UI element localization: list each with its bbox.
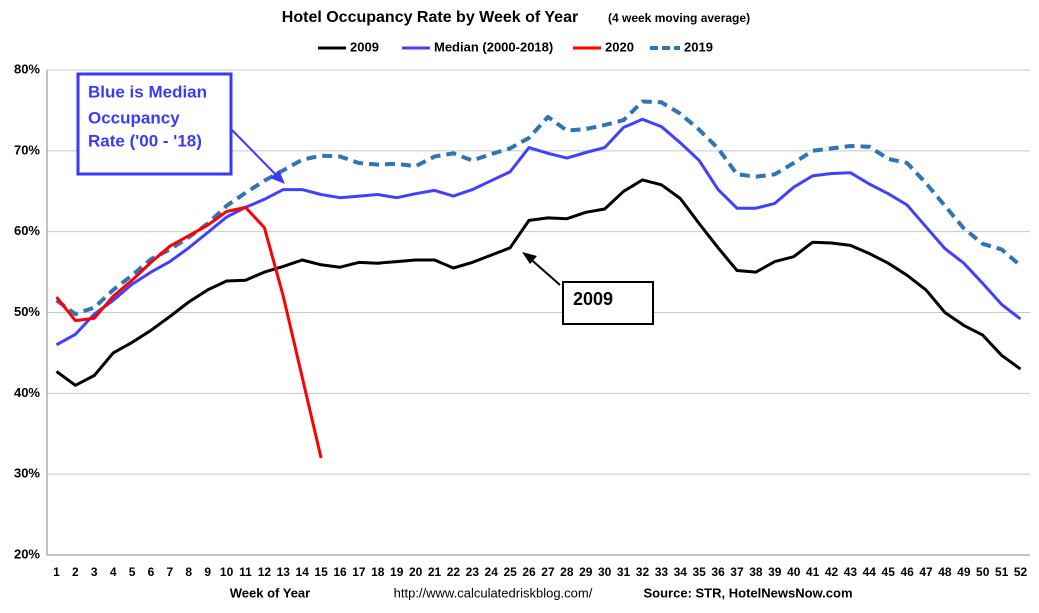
annotation-box <box>562 281 654 325</box>
y-tick-label: 70% <box>14 142 40 157</box>
x-tick-label: 11 <box>239 565 252 579</box>
x-tick-label: 31 <box>617 565 631 579</box>
x-tick-label: 36 <box>711 565 725 579</box>
annotation-text: Rate ('00 - '18) <box>88 131 202 150</box>
source: Source: STR, HotelNewsNow.com <box>644 585 853 600</box>
url: http://www.calculatedriskblog.com/ <box>394 585 593 600</box>
x-tick-label: 32 <box>636 565 650 579</box>
x-tick-label: 38 <box>749 565 763 579</box>
x-tick-label: 35 <box>693 565 707 579</box>
annotation-text: 2009 <box>573 289 613 309</box>
x-tick-label: 51 <box>995 565 1009 579</box>
x-tick-label: 13 <box>277 565 291 579</box>
x-tick-label: 20 <box>409 565 423 579</box>
arrow <box>231 129 283 182</box>
x-tick-label: 29 <box>579 565 593 579</box>
x-tick-label: 27 <box>541 565 555 579</box>
x-tick-label: 52 <box>1014 565 1028 579</box>
y-tick-label: 40% <box>14 385 40 400</box>
annotation-box <box>76 72 233 176</box>
legend-label: 2020 <box>605 39 634 54</box>
x-tick-label: 50 <box>976 565 990 579</box>
x-tick-label: 49 <box>957 565 971 579</box>
x-tick-label: 10 <box>220 565 234 579</box>
series-line <box>55 117 1022 347</box>
x-tick-label: 24 <box>485 565 499 579</box>
x-tick-label: 4 <box>110 565 117 579</box>
x-tick-label: 19 <box>390 565 404 579</box>
series-line <box>55 99 1022 317</box>
x-tick-label: 33 <box>655 565 669 579</box>
x-tick-label: 16 <box>333 565 347 579</box>
x-tick-label: 5 <box>129 565 136 579</box>
x-tick-label: 43 <box>844 565 858 579</box>
annotation-text: Blue is Median <box>88 82 207 101</box>
x-tick-label: 17 <box>352 565 366 579</box>
x-tick-label: 1 <box>53 565 60 579</box>
x-tick-label: 34 <box>674 565 688 579</box>
arrow-head <box>522 252 537 264</box>
x-tick-label: 41 <box>806 565 820 579</box>
x-tick-label: 44 <box>863 565 877 579</box>
chart-title: Hotel Occupancy Rate by Week of Year <box>282 9 578 26</box>
arrow-head <box>270 170 285 184</box>
x-tick-label: 2 <box>72 565 79 579</box>
x-tick-label: 12 <box>258 565 272 579</box>
x-tick-label: 3 <box>91 565 98 579</box>
x-tick-label: 37 <box>730 565 744 579</box>
series-line <box>55 205 323 459</box>
series-line <box>55 178 1022 387</box>
x-tick-label: 45 <box>882 565 896 579</box>
x-tick-label: 15 <box>314 565 328 579</box>
y-tick-label: 50% <box>14 304 40 319</box>
x-tick-label: 9 <box>204 565 211 579</box>
y-tick-label: 20% <box>14 546 40 561</box>
x-tick-label: 30 <box>598 565 612 579</box>
legend-label: 2009 <box>350 39 379 54</box>
x-tick-label: 8 <box>185 565 192 579</box>
x-tick-label: 22 <box>447 565 461 579</box>
y-tick-label: 80% <box>14 61 40 76</box>
x-tick-label: 6 <box>148 565 155 579</box>
x-tick-label: 23 <box>466 565 480 579</box>
x-axis-label: Week of Year <box>230 585 310 600</box>
plot: 20%30%40%50%60%70%80%1 2 3 4 5 6 7 8 9 10 11 12 13 14… <box>14 61 1030 579</box>
legend-label: Median (2000-2018) <box>434 39 553 54</box>
y-tick-label: 60% <box>14 223 40 238</box>
legend-label: 2019 <box>684 39 713 54</box>
x-tick-label: 21 <box>428 565 442 579</box>
x-tick-label: 39 <box>768 565 782 579</box>
x-tick-label: 40 <box>787 565 801 579</box>
x-tick-label: 25 <box>503 565 517 579</box>
x-tick-label: 7 <box>167 565 174 579</box>
x-tick-label: 18 <box>371 565 385 579</box>
x-tick-label: 42 <box>825 565 839 579</box>
annotation-text: Occupancy <box>88 108 180 127</box>
x-tick-label: 48 <box>938 565 952 579</box>
chart-subtitle: (4 week moving average) <box>608 11 750 25</box>
y-tick-label: 30% <box>14 466 40 481</box>
x-tick-label: 47 <box>919 565 933 579</box>
x-tick-label: 46 <box>900 565 914 579</box>
x-tick-label: 26 <box>522 565 536 579</box>
x-tick-label: 14 <box>296 565 310 579</box>
x-tick-label: 28 <box>560 565 574 579</box>
